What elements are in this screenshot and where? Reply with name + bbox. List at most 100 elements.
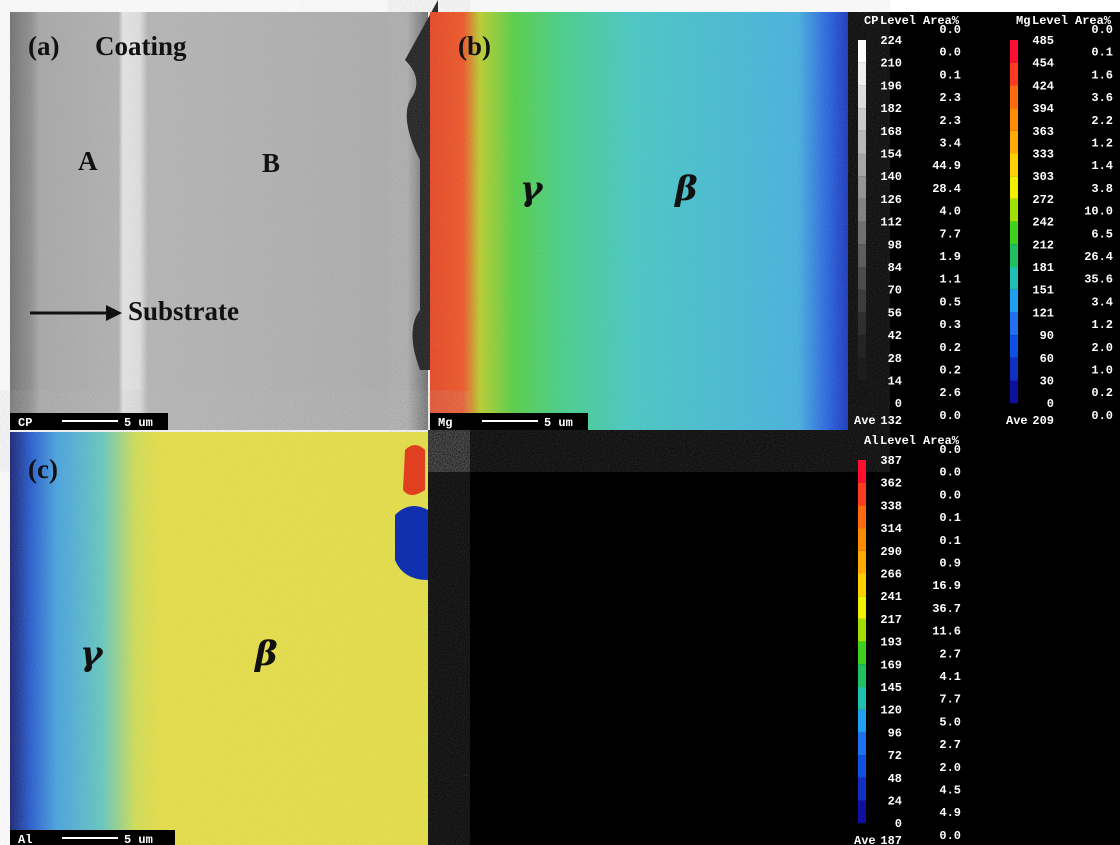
legend-level: 290	[880, 545, 902, 559]
legend-area: 1.6	[1091, 68, 1113, 82]
legend-level: 362	[880, 477, 902, 491]
legend-area: 0.0	[1091, 409, 1113, 423]
color-swatch	[858, 40, 866, 63]
scale-length: 5 um	[124, 416, 153, 430]
color-swatch	[1010, 335, 1018, 358]
color-swatch	[1010, 290, 1018, 313]
legend-element: Al	[864, 434, 878, 448]
scale-bar: CP 5 um	[10, 413, 168, 430]
color-swatch	[858, 267, 866, 290]
legend-level: 169	[880, 658, 902, 672]
legend-level: 217	[880, 613, 902, 627]
legend-level: 196	[880, 79, 902, 93]
color-swatch	[1010, 108, 1018, 131]
legend-level: 0	[895, 817, 902, 831]
legend-level-label: Level	[880, 434, 916, 448]
annotation: γ	[520, 169, 544, 209]
legend-area: 0.1	[939, 68, 961, 82]
scale-length: 5 um	[124, 833, 153, 845]
color-swatch	[1010, 63, 1018, 86]
legend-area: 0.1	[939, 534, 961, 548]
red-spot	[403, 445, 425, 495]
legend-level: 48	[888, 772, 902, 786]
texture	[10, 432, 428, 845]
legend-area: 4.9	[939, 806, 961, 820]
color-swatch	[858, 222, 866, 245]
legend-area: 0.9	[939, 557, 961, 571]
legend-area: 3.4	[1091, 295, 1113, 309]
legend-level: 84	[888, 261, 902, 275]
legend-area: 0.2	[1091, 386, 1113, 400]
legend-area: 36.7	[932, 602, 961, 616]
legend-area: 5.0	[939, 715, 961, 729]
legend-level: 314	[880, 522, 902, 536]
empty-panel	[428, 430, 1120, 845]
legend-level: 181	[1032, 261, 1054, 275]
texture	[10, 12, 428, 430]
color-swatch	[858, 85, 866, 108]
legend-level: 30	[1040, 375, 1054, 389]
legend-area: 16.9	[932, 579, 961, 593]
legend-level-label: Level	[880, 14, 916, 28]
legend-level: 96	[888, 726, 902, 740]
legend-area: 3.8	[1091, 182, 1113, 196]
legend-area: 1.2	[1091, 137, 1113, 151]
legend-ave: 132	[880, 414, 902, 428]
color-swatch	[858, 312, 866, 335]
legend-area: 2.2	[1091, 114, 1113, 128]
legend-level: 60	[1040, 352, 1054, 366]
color-swatch	[1010, 358, 1018, 381]
legend-area: 0.0	[939, 829, 961, 843]
legend-area: 1.0	[1091, 364, 1113, 378]
legend-level: 212	[1032, 238, 1054, 252]
legend-level: 338	[880, 499, 902, 513]
legend-level: 120	[880, 704, 902, 718]
legend-area: 7.7	[939, 693, 961, 707]
legend-level: 98	[888, 238, 902, 252]
legend-level: 363	[1032, 125, 1054, 139]
annotation: β	[253, 634, 278, 674]
legend-level: 272	[1032, 193, 1054, 207]
legend-level: 151	[1032, 284, 1054, 298]
legend-area: 10.0	[1084, 205, 1113, 219]
legend-level: 241	[880, 590, 902, 604]
legend-ave-label: Ave	[854, 834, 876, 845]
color-swatch	[858, 710, 866, 733]
legend-ave-label: Ave	[1006, 414, 1028, 428]
color-swatch	[1010, 267, 1018, 290]
legend-level: 0	[1047, 397, 1054, 411]
color-swatch	[1010, 176, 1018, 199]
color-swatch	[858, 664, 866, 687]
scale-element: CP	[18, 416, 32, 430]
annotation: Coating	[95, 31, 187, 61]
legend-area: 3.4	[939, 137, 961, 151]
legend-area: 0.0	[939, 443, 961, 457]
legend-area: 0.1	[939, 511, 961, 525]
color-swatch	[858, 778, 866, 801]
color-swatch	[858, 244, 866, 267]
color-swatch	[858, 528, 866, 551]
annotation: γ	[80, 634, 104, 674]
legend-element: Mg	[1016, 14, 1030, 28]
color-swatch	[858, 290, 866, 313]
legend-area: 2.7	[939, 647, 961, 661]
legend-level: 140	[880, 170, 902, 184]
color-swatch	[858, 505, 866, 528]
legend-level: 90	[1040, 329, 1054, 343]
color-swatch	[858, 596, 866, 619]
legend-area: 44.9	[932, 159, 961, 173]
annotation: β	[673, 169, 698, 209]
legend-level: 193	[880, 636, 902, 650]
legend-level: 168	[880, 125, 902, 139]
annotation: Substrate	[128, 296, 239, 326]
legend-area: 2.0	[1091, 341, 1113, 355]
legend-area: 1.2	[1091, 318, 1113, 332]
legend-area: 0.0	[939, 46, 961, 60]
texture	[430, 12, 848, 430]
annotation: A	[78, 146, 98, 176]
panel-label: (c)	[28, 454, 58, 484]
color-swatch	[858, 358, 866, 381]
color-swatch	[1010, 154, 1018, 177]
legend-ave-label: Ave	[854, 414, 876, 428]
legend-level: 242	[1032, 216, 1054, 230]
